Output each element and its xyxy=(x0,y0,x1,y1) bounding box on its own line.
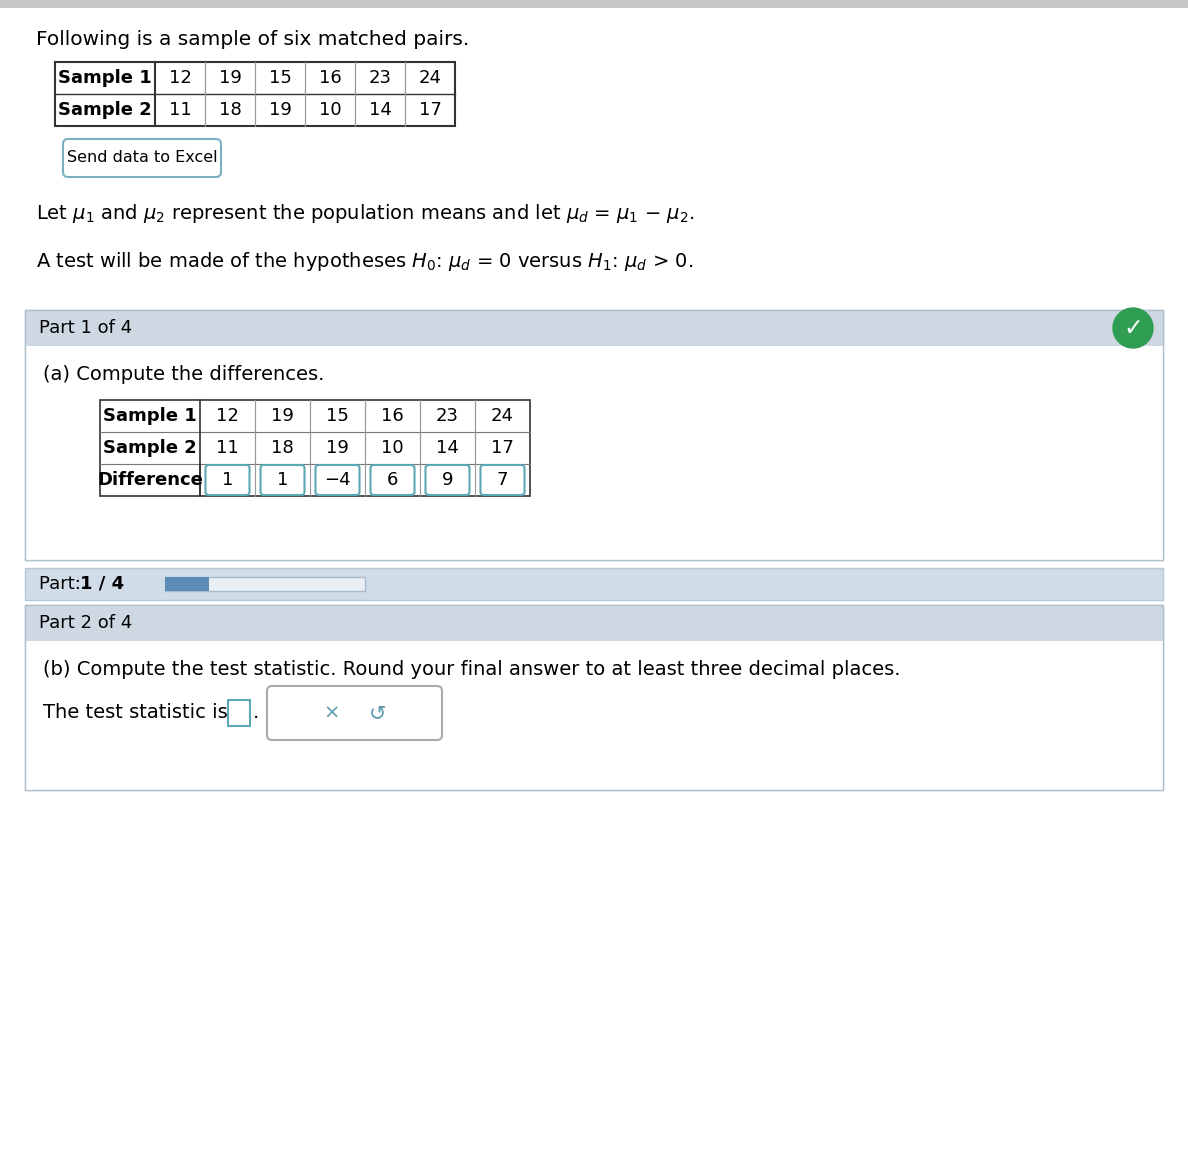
Text: 7: 7 xyxy=(497,471,508,489)
Text: 14: 14 xyxy=(368,101,391,120)
Text: −4: −4 xyxy=(324,471,350,489)
Bar xyxy=(25,311,1163,560)
Text: 14: 14 xyxy=(436,440,459,457)
Circle shape xyxy=(1113,308,1154,348)
Text: 19: 19 xyxy=(268,101,291,120)
FancyBboxPatch shape xyxy=(425,465,469,495)
Text: 24: 24 xyxy=(491,407,514,425)
Text: 11: 11 xyxy=(216,440,239,457)
Bar xyxy=(165,577,365,591)
Text: 19: 19 xyxy=(326,440,349,457)
Bar xyxy=(25,311,1163,560)
Text: 15: 15 xyxy=(268,69,291,87)
Text: Difference: Difference xyxy=(97,471,203,489)
Text: (b) Compute the test statistic. Round your final answer to at least three decima: (b) Compute the test statistic. Round yo… xyxy=(43,660,901,679)
Text: 6: 6 xyxy=(387,471,398,489)
FancyBboxPatch shape xyxy=(480,465,524,495)
Text: Let $\mu_1$ and $\mu_2$ represent the population means and let $\mu_d$ = $\mu_1$: Let $\mu_1$ and $\mu_2$ represent the po… xyxy=(36,202,695,225)
Text: 16: 16 xyxy=(381,407,404,425)
Text: 19: 19 xyxy=(271,407,293,425)
Bar xyxy=(25,605,1163,641)
Text: 1: 1 xyxy=(222,471,233,489)
Text: 17: 17 xyxy=(418,101,442,120)
Bar xyxy=(25,641,1163,790)
Bar xyxy=(25,605,1163,790)
Text: 12: 12 xyxy=(169,69,191,87)
Text: 12: 12 xyxy=(216,407,239,425)
Text: 9: 9 xyxy=(442,471,454,489)
Text: 1: 1 xyxy=(277,471,289,489)
Text: Part 1 of 4: Part 1 of 4 xyxy=(39,319,132,338)
Text: A test will be made of the hypotheses $H_0$: $\mu_d$ = 0 versus $H_1$: $\mu_d$ >: A test will be made of the hypotheses $H… xyxy=(36,250,694,273)
FancyBboxPatch shape xyxy=(63,139,221,177)
Text: 18: 18 xyxy=(219,101,241,120)
Text: Sample 2: Sample 2 xyxy=(58,101,152,120)
Bar xyxy=(0,0,1188,8)
Text: 19: 19 xyxy=(219,69,241,87)
FancyBboxPatch shape xyxy=(316,465,360,495)
Text: (a) Compute the differences.: (a) Compute the differences. xyxy=(43,364,324,384)
Text: 1 / 4: 1 / 4 xyxy=(80,575,124,593)
Bar xyxy=(25,568,1163,600)
Text: Part 2 of 4: Part 2 of 4 xyxy=(39,614,132,632)
Text: The test statistic is: The test statistic is xyxy=(43,703,228,722)
Bar xyxy=(25,605,1163,790)
Text: 18: 18 xyxy=(271,440,293,457)
Text: Part:: Part: xyxy=(39,575,87,593)
Text: 10: 10 xyxy=(381,440,404,457)
Text: Send data to Excel: Send data to Excel xyxy=(67,150,217,165)
Text: Sample 2: Sample 2 xyxy=(103,440,197,457)
Text: 23: 23 xyxy=(436,407,459,425)
FancyBboxPatch shape xyxy=(206,465,249,495)
Bar xyxy=(55,62,455,127)
Bar xyxy=(228,700,249,725)
Text: 23: 23 xyxy=(368,69,392,87)
Bar xyxy=(25,346,1163,560)
Text: Sample 1: Sample 1 xyxy=(58,69,152,87)
Text: ×: × xyxy=(323,703,340,722)
Bar xyxy=(25,311,1163,346)
Text: ↺: ↺ xyxy=(368,703,386,723)
Text: .: . xyxy=(253,703,259,722)
Text: Sample 1: Sample 1 xyxy=(103,407,197,425)
Bar xyxy=(100,400,530,496)
Text: 16: 16 xyxy=(318,69,341,87)
Text: 10: 10 xyxy=(318,101,341,120)
Bar xyxy=(165,577,209,591)
Text: 11: 11 xyxy=(169,101,191,120)
Text: 17: 17 xyxy=(491,440,514,457)
Text: Following is a sample of six matched pairs.: Following is a sample of six matched pai… xyxy=(36,30,469,49)
Text: 15: 15 xyxy=(326,407,349,425)
Text: ✓: ✓ xyxy=(1123,316,1143,340)
FancyBboxPatch shape xyxy=(260,465,304,495)
Text: 24: 24 xyxy=(418,69,442,87)
FancyBboxPatch shape xyxy=(267,686,442,740)
FancyBboxPatch shape xyxy=(371,465,415,495)
